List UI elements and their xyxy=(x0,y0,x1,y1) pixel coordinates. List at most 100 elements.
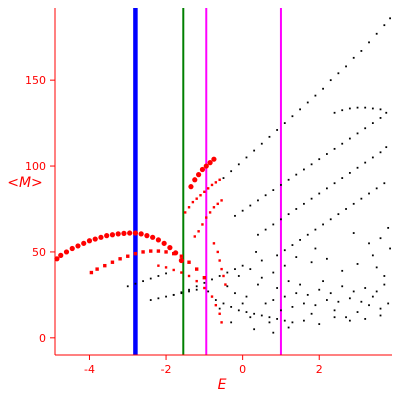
data-point xyxy=(201,223,204,226)
data-point xyxy=(310,312,313,315)
data-point xyxy=(211,278,213,281)
data-point xyxy=(295,208,298,210)
data-point xyxy=(211,156,217,162)
data-point xyxy=(306,233,309,236)
data-point xyxy=(220,321,223,324)
data-point xyxy=(132,230,139,236)
data-point xyxy=(364,287,367,289)
data-point xyxy=(203,281,206,284)
data-point xyxy=(280,309,282,312)
data-point xyxy=(379,117,382,119)
data-point xyxy=(193,235,196,238)
data-point xyxy=(306,101,309,104)
data-point xyxy=(371,295,374,298)
data-point xyxy=(295,292,298,295)
x-tick-label: 2 xyxy=(316,363,323,376)
data-point xyxy=(194,267,199,271)
data-point xyxy=(203,190,206,194)
data-point xyxy=(314,228,317,231)
data-point xyxy=(375,187,378,190)
data-point xyxy=(206,187,210,190)
data-point xyxy=(356,166,359,169)
data-point xyxy=(179,254,184,258)
data-point xyxy=(337,213,340,216)
data-point xyxy=(234,214,236,217)
data-point xyxy=(188,288,190,291)
data-point xyxy=(352,232,355,234)
data-point xyxy=(237,309,240,312)
data-point xyxy=(283,319,286,322)
data-point xyxy=(218,312,221,315)
data-point xyxy=(375,290,378,293)
data-point xyxy=(165,295,167,298)
x-tick-label: 0 xyxy=(239,363,246,376)
data-point xyxy=(264,302,267,305)
data-point xyxy=(149,277,152,280)
data-point xyxy=(191,200,195,204)
data-point xyxy=(134,282,137,285)
data-point xyxy=(352,56,355,59)
data-point xyxy=(110,260,115,264)
data-points xyxy=(54,17,391,334)
data-point xyxy=(81,240,87,246)
data-point xyxy=(295,256,298,258)
data-point xyxy=(325,257,328,260)
data-point xyxy=(199,194,202,197)
data-point xyxy=(260,142,263,145)
data-point xyxy=(208,211,212,214)
data-point xyxy=(385,111,388,114)
data-point xyxy=(306,293,309,296)
series-4 xyxy=(193,199,223,238)
data-point xyxy=(245,311,248,313)
data-point xyxy=(360,50,363,52)
series-13 xyxy=(126,272,167,288)
data-point xyxy=(196,172,202,178)
data-point xyxy=(264,194,267,197)
data-point xyxy=(157,264,160,267)
data-point xyxy=(310,197,313,200)
data-point xyxy=(352,290,355,293)
series-15 xyxy=(214,299,294,324)
data-point xyxy=(383,24,386,27)
data-point xyxy=(187,260,191,264)
data-point xyxy=(222,302,225,305)
data-point xyxy=(276,287,279,289)
data-point xyxy=(287,178,290,181)
data-point xyxy=(287,213,290,216)
data-point xyxy=(210,295,214,298)
data-point xyxy=(187,206,191,209)
data-point xyxy=(389,247,391,250)
data-point xyxy=(364,106,367,109)
data-point xyxy=(234,292,236,295)
data-point xyxy=(341,269,344,272)
data-point xyxy=(161,240,167,246)
series-1 xyxy=(188,156,217,190)
data-point xyxy=(318,288,321,291)
data-point xyxy=(157,297,160,300)
data-point xyxy=(195,288,198,291)
data-point xyxy=(291,244,294,246)
data-point xyxy=(268,321,271,324)
series-11 xyxy=(276,182,386,257)
data-point xyxy=(230,306,233,308)
data-point xyxy=(121,230,127,236)
data-point xyxy=(149,249,153,253)
data-point xyxy=(172,251,176,256)
y-axis-label: <M> xyxy=(7,175,43,191)
x-axis-label: E xyxy=(218,377,227,393)
data-point xyxy=(220,267,223,271)
data-point xyxy=(63,249,70,255)
data-point xyxy=(149,299,152,301)
data-point xyxy=(241,264,244,267)
data-point xyxy=(387,226,390,229)
y-tick-label: 0 xyxy=(39,332,46,345)
data-point xyxy=(165,272,167,275)
data-point xyxy=(133,251,138,256)
data-point xyxy=(325,299,328,301)
data-point xyxy=(54,256,60,262)
data-point xyxy=(220,199,223,202)
data-point xyxy=(253,312,256,315)
data-point xyxy=(348,297,351,300)
x-tick-label: -4 xyxy=(84,363,95,376)
